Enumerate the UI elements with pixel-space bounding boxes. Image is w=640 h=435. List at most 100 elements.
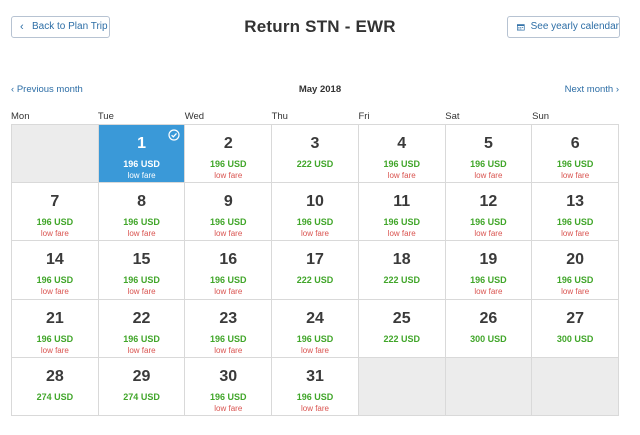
empty-day-cell [445,357,533,416]
weekday-label: Sun [532,111,550,122]
calendar-day-cell[interactable]: 27 300 USD [532,299,619,358]
fare-price: 196 USD [210,159,247,169]
calendar-day-cell[interactable]: 22 196 USD low fare [98,299,186,358]
see-yearly-calendar-button[interactable]: See yearly calendar [507,16,620,38]
day-number: 26 [479,309,498,327]
calendar-day-cell[interactable]: 2 196 USD low fare [185,125,273,184]
day-number: 12 [479,193,498,211]
fare-price: 222 USD [296,275,334,286]
day-number: 27 [566,309,585,327]
calendar-day-cell[interactable]: 13 196 USD low fare [532,183,619,242]
fare-price: 274 USD [123,391,160,402]
fare-price: 196 USD [383,217,420,228]
calendar-day-cell[interactable]: 28 274 USD [12,357,99,416]
fare-price: 196 USD [210,275,247,286]
calendar-day-cell[interactable]: 6 196 USD low fare [532,125,619,184]
next-month-link[interactable]: Next month › [565,84,619,95]
weekday-label: Thu [271,111,288,122]
fare-price: 196 USD [556,159,594,169]
fare-price: 222 USD [296,159,334,169]
day-number: 18 [392,251,411,269]
empty-day-cell [358,357,446,416]
low-fare-label: low fare [214,287,243,297]
low-fare-label: low fare [214,229,243,239]
calendar-day-cell[interactable]: 26 300 USD [445,299,533,358]
calendar-day-cell[interactable]: 17 222 USD [272,241,359,300]
previous-month-link[interactable]: ‹ Previous month [11,84,83,95]
day-number: 8 [137,193,147,211]
calendar-day-cell[interactable]: 20 196 USD low fare [532,241,619,300]
day-number: 24 [306,309,324,327]
fare-price: 196 USD [36,217,74,228]
weekday-header-row: Mon Tue Wed Thu Fri Sat Sun [11,111,619,125]
fare-price: 196 USD [210,391,247,402]
calendar-day-cell[interactable]: 21 196 USD low fare [12,299,99,358]
low-fare-label: low fare [474,171,503,180]
calendar-button-label: See yearly calendar [530,21,619,32]
calendar-day-cell[interactable]: 1 196 USD low fare [98,125,186,184]
low-fare-label: low fare [474,287,503,297]
calendar-day-cell[interactable]: 16 196 USD low fare [185,241,273,300]
day-number: 3 [310,135,320,152]
weekday-label: Fri [358,111,370,122]
calendar-day-cell[interactable]: 8 196 USD low fare [98,183,186,242]
calendar-day-cell[interactable]: 5 196 USD low fare [445,125,533,184]
calendar-day-cell[interactable]: 4 196 USD low fare [358,125,446,184]
fare-price: 196 USD [123,159,160,169]
low-fare-label: low fare [561,171,590,180]
low-fare-label: low fare [300,229,329,239]
calendar-day-cell[interactable]: 3 222 USD [272,125,359,184]
fare-price: 196 USD [296,391,334,402]
back-to-plan-trip-button[interactable]: ‹ Back to Plan Trip [11,16,110,38]
day-number: 22 [132,309,151,327]
calendar-day-cell[interactable]: 31 196 USD low fare [272,357,359,416]
calendar-day-cell[interactable]: 23 196 USD low fare [185,299,273,358]
day-number: 9 [223,193,233,211]
day-number: 19 [479,251,498,269]
day-number: 30 [219,367,238,385]
day-number: 7 [50,193,60,211]
day-number: 29 [132,367,151,385]
day-number: 5 [483,135,493,152]
fare-price: 196 USD [556,275,594,286]
day-number: 10 [306,193,324,211]
fare-price: 300 USD [470,333,507,344]
day-number: 16 [219,251,238,269]
calendar-day-cell[interactable]: 9 196 USD low fare [185,183,273,242]
page-title: Return STN - EWR [244,17,396,36]
low-fare-label: low fare [127,229,156,239]
calendar-day-cell[interactable]: 11 196 USD low fare [358,183,446,242]
calendar-day-cell[interactable]: 7 196 USD low fare [12,183,99,242]
day-number: 23 [219,309,238,327]
chevron-right-icon: › [613,84,619,95]
low-fare-label: low fare [474,229,503,239]
calendar-day-cell[interactable]: 12 196 USD low fare [445,183,533,242]
calendar-grid: 1 196 USD low fare 2 196 USD low fare 3 222 USD… [11,124,619,416]
calendar-day-cell[interactable]: 15 196 USD low fare [98,241,186,300]
empty-day-cell [12,125,99,184]
fare-price: 196 USD [556,217,594,228]
fare-price: 222 USD [383,275,420,286]
fare-price: 300 USD [556,333,594,344]
low-fare-label: low fare [40,229,69,239]
calendar-day-cell[interactable]: 10 196 USD low fare [272,183,359,242]
fare-price: 222 USD [383,333,420,344]
fare-price: 196 USD [36,275,74,286]
calendar-day-cell[interactable]: 18 222 USD [358,241,446,300]
calendar-day-cell[interactable]: 30 196 USD low fare [185,357,273,416]
calendar-day-cell[interactable]: 24 196 USD low fare [272,299,359,358]
weekday-label: Sat [445,111,460,122]
fare-price: 274 USD [36,391,74,402]
day-number: 31 [306,367,324,385]
calendar-day-cell[interactable]: 25 222 USD [358,299,446,358]
fare-price: 196 USD [296,217,334,228]
fare-price: 196 USD [36,333,74,344]
calendar-day-cell[interactable]: 14 196 USD low fare [12,241,99,300]
low-fare-label: low fare [387,171,416,180]
day-number: 20 [566,251,585,269]
low-fare-label: low fare [300,345,329,355]
calendar-day-cell[interactable]: 19 196 USD low fare [445,241,533,300]
calendar-day-cell[interactable]: 29 274 USD [98,357,186,416]
low-fare-label: low fare [127,171,156,180]
